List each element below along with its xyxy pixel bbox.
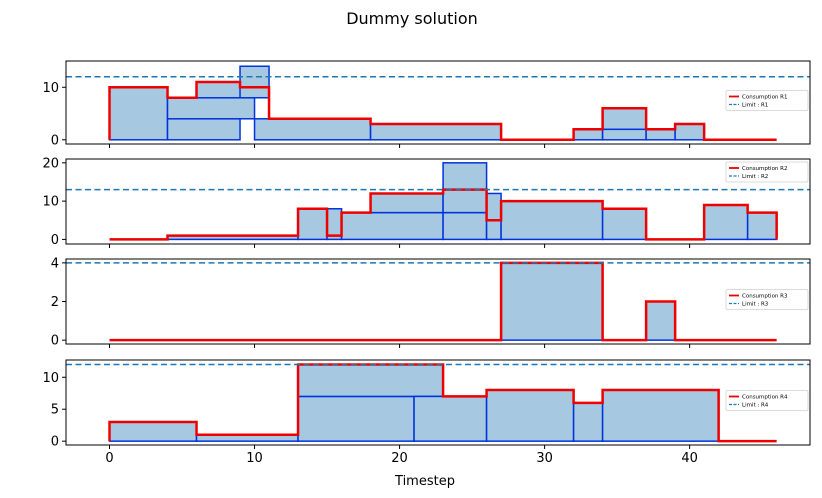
legend: Consumption R4 Limit : R4 <box>725 390 809 411</box>
task-rect <box>500 200 604 241</box>
consumption-line <box>109 261 777 342</box>
task-rect <box>674 123 705 141</box>
task-rect <box>645 128 676 141</box>
task-rect <box>413 395 488 442</box>
task-rect <box>369 192 444 214</box>
task-rect <box>601 389 720 442</box>
legend-box <box>725 289 809 310</box>
task-rect <box>572 128 604 141</box>
task-rect <box>500 262 604 341</box>
subplot-r1: 0 10 Consumption R1 Limit : R1 <box>42 60 811 148</box>
task-rect <box>485 389 575 442</box>
legend: Consumption R2 Limit : R2 <box>725 161 809 183</box>
axes-frame <box>65 60 811 145</box>
y-tick-label: 2 <box>51 295 59 310</box>
y-tick-label: 5 <box>51 403 59 418</box>
task-rect <box>442 211 488 241</box>
y-tick-label: 0 <box>51 133 59 148</box>
y-tick-label: 4 <box>51 256 59 271</box>
x-tick-label: 40 <box>681 451 698 466</box>
y-tick-label: 10 <box>42 371 59 386</box>
task-rect <box>601 208 647 241</box>
task-rect <box>369 123 502 141</box>
task-rect <box>572 402 604 442</box>
task-rect <box>166 97 256 120</box>
task-rect <box>645 300 676 341</box>
y-tick-label: 0 <box>51 435 59 450</box>
x-tick-label: 10 <box>246 451 263 466</box>
task-rect <box>166 118 241 141</box>
task-rect <box>485 192 502 222</box>
consumption-line <box>108 363 777 443</box>
y-tick-label: 10 <box>42 81 59 96</box>
consumption-line <box>108 80 777 142</box>
y-tick-label: 20 <box>42 156 59 171</box>
legend-label-consumption: Consumption R1 <box>742 95 788 101</box>
task-rect <box>297 363 444 398</box>
y-tick-label: 0 <box>51 233 59 248</box>
x-tick-label: 30 <box>536 451 553 466</box>
legend-box <box>725 90 809 111</box>
legend-box <box>725 390 809 411</box>
task-rect <box>297 395 415 442</box>
task-rect <box>703 204 749 241</box>
legend-label-limit: Limit : R2 <box>742 174 768 180</box>
x-tick-label: 0 <box>105 451 113 466</box>
legend-label-consumption: Consumption R2 <box>742 166 788 172</box>
legend-label-consumption: Consumption R3 <box>742 294 788 300</box>
legend-label-limit: Limit : R3 <box>742 302 769 308</box>
legend: Consumption R1 Limit : R1 <box>725 90 809 111</box>
task-rect <box>108 421 198 442</box>
task-rect <box>601 107 647 131</box>
x-axis-label: Timestep <box>394 474 455 489</box>
task-rect <box>442 162 488 191</box>
legend-label-limit: Limit : R1 <box>742 103 768 109</box>
subplot-r3: 0 2 4 Consumption R3 Limit : R3 <box>51 256 811 349</box>
legend-box <box>725 161 809 183</box>
figure-title: Dummy solution <box>346 9 478 28</box>
task-rect <box>601 128 647 141</box>
axes-frame <box>65 258 811 345</box>
task-rect <box>442 188 488 214</box>
task-rect <box>746 211 778 241</box>
subplot-r2: 0 10 20 Consumption R2 Limit : R2 <box>42 156 811 248</box>
subplot-r4: 0 5 10 0 10 20 30 40 Consumption R4 Limit : R4 <box>42 359 811 466</box>
task-rect <box>239 65 270 99</box>
legend: Consumption R3 Limit : R3 <box>725 289 809 310</box>
task-rect <box>485 219 502 241</box>
x-tick-label: 20 <box>391 451 408 466</box>
y-tick-label: 10 <box>42 195 59 210</box>
y-tick-label: 0 <box>51 334 59 349</box>
task-rect <box>253 118 372 141</box>
task-rect <box>340 211 444 241</box>
legend-label-limit: Limit : R4 <box>742 403 769 409</box>
legend-label-consumption: Consumption R4 <box>742 395 788 401</box>
task-rect <box>108 86 169 141</box>
axes-frame <box>65 359 811 446</box>
task-rect <box>297 208 328 241</box>
